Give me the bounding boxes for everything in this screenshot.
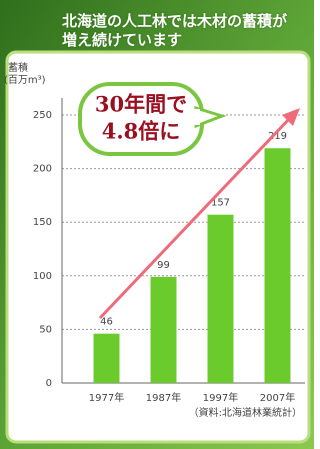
bar — [94, 334, 120, 383]
source: （資料:北海道林業統計） — [189, 406, 302, 419]
x-tick-label: 1987年 — [146, 391, 181, 404]
page: {"chart_data": {"type": "bar", "title": … — [0, 0, 314, 449]
value-label: 46 — [100, 317, 113, 328]
chart: 蓄積 (百万m³) 0 50 100 150 200 250 1977年 46 1987年 99 1… — [0, 0, 314, 449]
y-tick-label: 250 — [33, 110, 52, 121]
chart-title: 北海道の人工林では木材の蓄積が増え続けています — [62, 12, 298, 50]
x-tick-label: 2007年 — [260, 391, 295, 404]
bar — [265, 148, 291, 383]
value-label: 99 — [157, 260, 170, 271]
callout-tail-mask — [192, 109, 200, 125]
x-tick-label: 1977年 — [89, 391, 124, 404]
y-axis-unit: (百万m³) — [4, 74, 46, 86]
bar — [151, 277, 177, 383]
bar — [208, 215, 234, 383]
y-tick-label: 200 — [33, 164, 52, 175]
y-tick-label: 100 — [33, 271, 52, 282]
y-tick-label: 150 — [33, 217, 52, 228]
y-tick-label: 50 — [39, 324, 52, 335]
x-tick-label: 1997年 — [203, 391, 238, 404]
y-tick-label: 0 — [46, 378, 52, 389]
callout-line: 4.8倍に — [102, 119, 181, 144]
callout-line: 30年間で — [95, 92, 187, 117]
y-axis-label: 蓄積 — [8, 61, 28, 74]
